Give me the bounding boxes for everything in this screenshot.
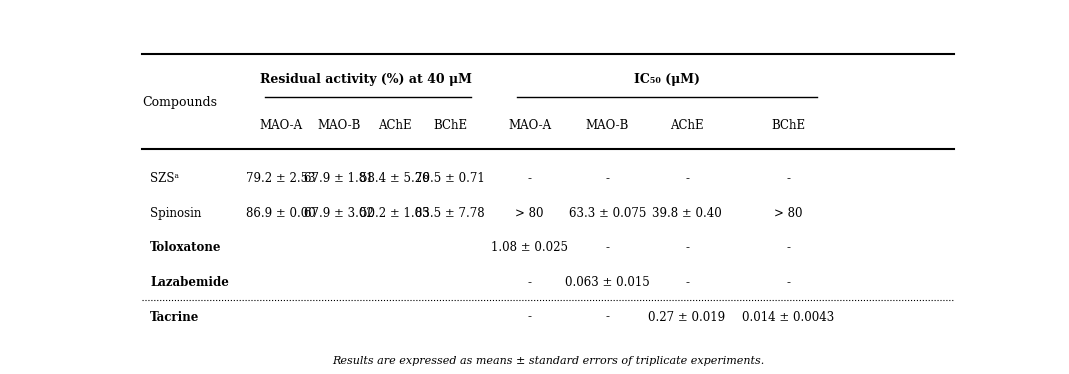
Text: -: - bbox=[786, 241, 790, 254]
Text: BChE: BChE bbox=[771, 119, 805, 132]
Text: BChE: BChE bbox=[433, 119, 467, 132]
Text: -: - bbox=[605, 241, 609, 254]
Text: > 80: > 80 bbox=[515, 207, 544, 220]
Text: 0.063 ± 0.015: 0.063 ± 0.015 bbox=[566, 276, 650, 289]
Text: 63.3 ± 0.075: 63.3 ± 0.075 bbox=[569, 207, 646, 220]
Text: -: - bbox=[685, 241, 690, 254]
Text: MAO-A: MAO-A bbox=[260, 119, 303, 132]
Text: Lazabemide: Lazabemide bbox=[150, 276, 229, 289]
Text: -: - bbox=[528, 172, 531, 185]
Text: Residual activity (%) at 40 μM: Residual activity (%) at 40 μM bbox=[260, 73, 471, 86]
Text: 1.08 ± 0.025: 1.08 ± 0.025 bbox=[491, 241, 568, 254]
Text: -: - bbox=[528, 276, 531, 289]
Text: Results are expressed as means ± standard errors of triplicate experiments.: Results are expressed as means ± standar… bbox=[331, 356, 764, 366]
Text: SZSᵃ: SZSᵃ bbox=[150, 172, 180, 185]
Text: -: - bbox=[786, 172, 790, 185]
Text: Toloxatone: Toloxatone bbox=[150, 241, 221, 254]
Text: -: - bbox=[786, 276, 790, 289]
Text: Compounds: Compounds bbox=[142, 96, 217, 109]
Text: 50.2 ± 1.05: 50.2 ± 1.05 bbox=[360, 207, 430, 220]
Text: -: - bbox=[528, 310, 531, 324]
Text: 79.5 ± 0.71: 79.5 ± 0.71 bbox=[415, 172, 485, 185]
Text: Spinosin: Spinosin bbox=[150, 207, 202, 220]
Text: 0.014 ± 0.0043: 0.014 ± 0.0043 bbox=[742, 310, 834, 324]
Text: -: - bbox=[685, 172, 690, 185]
Text: -: - bbox=[685, 276, 690, 289]
Text: IC₅₀ (μM): IC₅₀ (μM) bbox=[634, 73, 700, 86]
Text: -: - bbox=[605, 172, 609, 185]
Text: 79.2 ± 2.53: 79.2 ± 2.53 bbox=[246, 172, 316, 185]
Text: 67.9 ± 1.81: 67.9 ± 1.81 bbox=[305, 172, 374, 185]
Text: 67.9 ± 3.02: 67.9 ± 3.02 bbox=[305, 207, 374, 220]
Text: AChE: AChE bbox=[670, 119, 703, 132]
Text: MAO-A: MAO-A bbox=[508, 119, 552, 132]
Text: Tacrine: Tacrine bbox=[150, 310, 200, 324]
Text: > 80: > 80 bbox=[774, 207, 803, 220]
Text: 58.4 ± 5.26: 58.4 ± 5.26 bbox=[360, 172, 430, 185]
Text: 86.9 ± 0.00: 86.9 ± 0.00 bbox=[246, 207, 316, 220]
Text: 0.27 ± 0.019: 0.27 ± 0.019 bbox=[649, 310, 726, 324]
Text: -: - bbox=[605, 310, 609, 324]
Text: AChE: AChE bbox=[377, 119, 412, 132]
Text: 83.5 ± 7.78: 83.5 ± 7.78 bbox=[415, 207, 485, 220]
Text: 39.8 ± 0.40: 39.8 ± 0.40 bbox=[652, 207, 722, 220]
Text: MAO-B: MAO-B bbox=[586, 119, 630, 132]
Text: MAO-B: MAO-B bbox=[317, 119, 360, 132]
